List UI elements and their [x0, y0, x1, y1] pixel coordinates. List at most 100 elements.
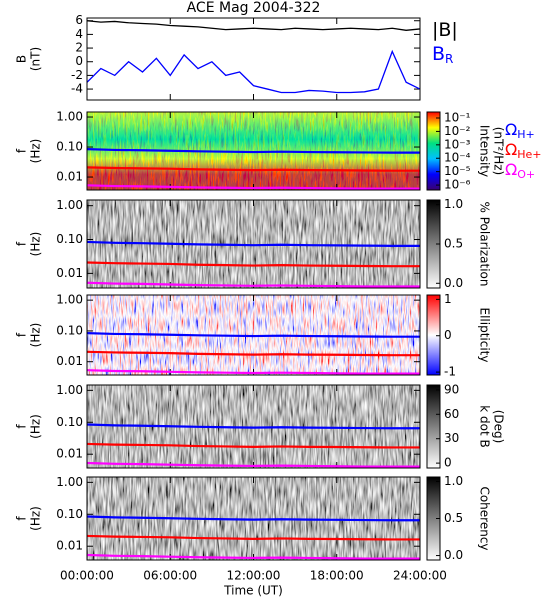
- y-tick-label: 1.00: [56, 383, 83, 397]
- colorbar: [426, 111, 441, 191]
- colorbar-tick-label: 10⁻⁴: [444, 151, 471, 165]
- series-line: [87, 332, 420, 338]
- y-axis-label: (Hz): [29, 414, 43, 439]
- colorbar-label: (Deg): [492, 410, 506, 444]
- y-tick-label: -4: [71, 82, 83, 96]
- colorbar-label: (nT²/Hz): [492, 127, 506, 175]
- colorbar-tick-label: 0: [444, 456, 452, 470]
- colorbar-label: Ellipticity: [478, 308, 492, 363]
- colorbar-tick-label: 10⁻³: [444, 137, 471, 151]
- legend-entry: ΩO+: [505, 160, 535, 182]
- y-tick-label: 0.10: [56, 323, 83, 337]
- colorbar-tick-label: 10⁻²: [444, 124, 471, 138]
- colorbar-tick-label: 30: [444, 431, 459, 445]
- legend-subscript: O+: [517, 168, 535, 181]
- legend-label: Ω: [505, 140, 517, 159]
- y-tick-label: -2: [71, 68, 83, 82]
- series-line: [87, 166, 420, 172]
- y-axis-label: f: [15, 516, 29, 521]
- colorbar-label: % Polarization: [478, 202, 492, 287]
- colorbar-label: Intensity: [478, 125, 492, 177]
- series-line: [87, 148, 420, 154]
- x-tick-label: 18:00:00: [310, 569, 364, 583]
- legend-label: Ω: [505, 160, 517, 179]
- x-tick-label: 24:00:00: [393, 569, 447, 583]
- series-line: [87, 423, 420, 430]
- y-tick-label: 2: [75, 41, 83, 55]
- y-tick-label: 0.10: [56, 415, 83, 429]
- y-tick-label: 4: [75, 27, 83, 41]
- colorbar-tick-label: 0.5: [444, 511, 463, 525]
- legend-subscript: R: [445, 52, 453, 66]
- colorbar-tick-label: 60: [444, 407, 459, 421]
- series-line: [87, 281, 420, 288]
- y-tick-label: 0: [75, 54, 83, 68]
- series-line: [87, 184, 420, 190]
- plot-frame: [86, 476, 421, 561]
- y-axis-label: (Hz): [29, 506, 43, 531]
- legend-subscript: He+: [517, 148, 541, 161]
- colorbar-tick-label: 1.0: [444, 474, 463, 488]
- y-axis-label: f: [15, 241, 29, 246]
- y-tick-label: 1.00: [56, 475, 83, 489]
- y-tick-label: 0.10: [56, 232, 83, 246]
- legend-entry: ΩHe+: [505, 140, 542, 162]
- plot-frame: [86, 111, 421, 191]
- y-axis-label: (Hz): [29, 232, 43, 257]
- y-tick-label: 1.00: [56, 198, 83, 212]
- legend-entry: ΩH+: [505, 120, 535, 142]
- plot-frame: [86, 199, 421, 289]
- colorbar-tick-label: 0.0: [444, 276, 463, 290]
- colorbar-tick-label: 10⁻¹: [444, 110, 471, 124]
- legend-label: B: [432, 43, 445, 65]
- series-line: [87, 461, 420, 468]
- y-tick-label: 6: [75, 13, 83, 27]
- colorbar-tick-label: 90: [444, 382, 459, 396]
- colorbar-label: k dot B: [478, 405, 492, 447]
- plot-frame: [86, 294, 421, 376]
- colorbar-tick-label: 10⁻⁶: [444, 178, 471, 192]
- series-line: [87, 369, 420, 375]
- colorbar-tick-label: 1: [444, 292, 452, 306]
- colorbar: [426, 384, 441, 469]
- y-axis-label: f: [15, 424, 29, 429]
- x-tick-label: 06:00:00: [143, 569, 197, 583]
- legend-entry: |B|: [432, 19, 458, 41]
- x-tick-label: 00:00:00: [60, 569, 114, 583]
- series-line: [87, 20, 420, 31]
- legend-entry: BR: [432, 43, 453, 66]
- y-axis-label: f: [15, 148, 29, 153]
- x-axis-label: Time (UT): [223, 584, 283, 598]
- colorbar-tick-label: -1: [444, 365, 456, 379]
- series-line: [87, 240, 420, 247]
- y-tick-label: 1.00: [56, 110, 83, 124]
- colorbar-tick-label: 1.0: [444, 197, 463, 211]
- plot-frame: [86, 17, 421, 101]
- series-line: [87, 49, 420, 94]
- series-line: [87, 515, 420, 522]
- legend-label: |B|: [432, 19, 458, 41]
- colorbar-label: Coherency: [478, 486, 492, 550]
- series-line: [87, 534, 420, 541]
- y-axis-label: (Hz): [29, 139, 43, 164]
- colorbar-tick-label: 0.0: [444, 548, 463, 562]
- colorbar-tick-label: 0: [444, 328, 452, 342]
- y-axis-label: (Hz): [29, 323, 43, 348]
- y-tick-label: 0.01: [56, 354, 83, 368]
- y-tick-label: 0.01: [56, 539, 83, 553]
- y-axis-label: B: [15, 55, 29, 63]
- legend-subscript: H+: [517, 128, 535, 141]
- y-tick-label: 0.01: [56, 170, 83, 184]
- y-tick-label: 1.00: [56, 293, 83, 307]
- chart-title: ACE Mag 2004-322: [187, 0, 321, 16]
- series-line: [87, 442, 420, 449]
- series-line: [87, 261, 420, 268]
- colorbar-tick-label: 10⁻⁵: [444, 164, 471, 178]
- plot-frame: [86, 384, 421, 469]
- series-line: [87, 350, 420, 357]
- y-tick-label: 0.01: [56, 266, 83, 280]
- series-line: [87, 553, 420, 560]
- y-axis-label: f: [15, 332, 29, 337]
- legend-label: Ω: [505, 120, 517, 139]
